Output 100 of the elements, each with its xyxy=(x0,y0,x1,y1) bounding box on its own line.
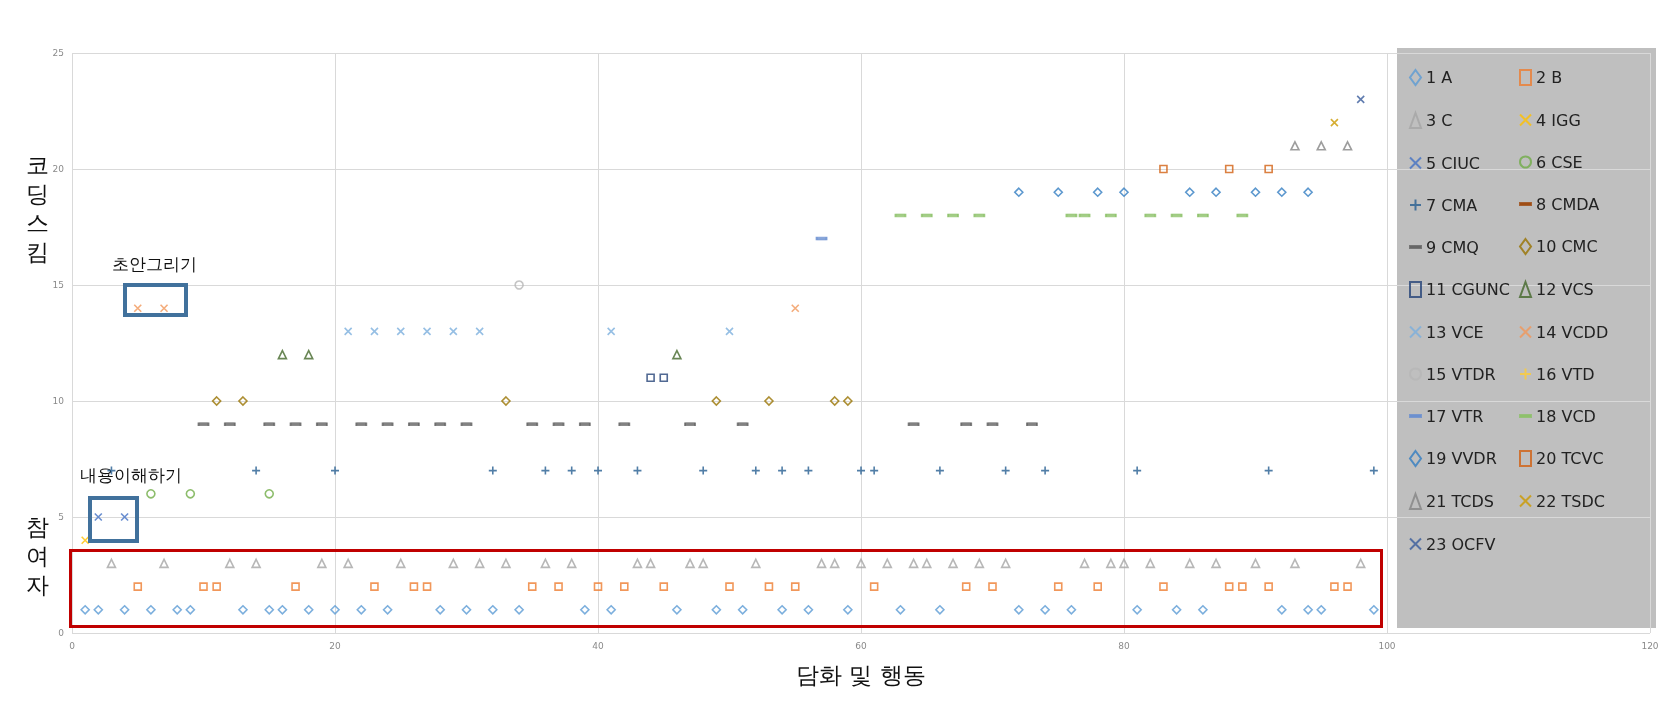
point xyxy=(1119,187,1129,197)
point xyxy=(172,605,182,615)
point xyxy=(1053,582,1063,591)
legend-label: 4 IGG xyxy=(1536,110,1581,130)
point xyxy=(1184,187,1195,197)
point xyxy=(1224,582,1234,591)
point xyxy=(370,327,379,336)
point xyxy=(869,582,879,591)
legend-label: 19 VVDR xyxy=(1426,449,1497,468)
point xyxy=(540,558,551,569)
legend-label: 9 CMQ xyxy=(1426,237,1479,257)
point xyxy=(632,558,643,569)
point xyxy=(908,558,919,569)
point xyxy=(606,605,616,615)
point xyxy=(370,582,379,591)
point xyxy=(1106,558,1116,569)
point xyxy=(448,558,459,569)
point xyxy=(343,558,353,569)
point xyxy=(698,558,708,569)
legend-label: 15 VTDR xyxy=(1426,364,1496,384)
y-tick-label: 15 xyxy=(52,280,64,290)
point xyxy=(1079,558,1090,569)
point xyxy=(264,605,275,615)
legend-label: 5 CIUC xyxy=(1426,153,1481,173)
point xyxy=(303,349,314,360)
point xyxy=(843,396,853,406)
point xyxy=(974,558,985,569)
point xyxy=(159,303,169,313)
point xyxy=(119,605,130,615)
point xyxy=(1014,187,1024,197)
y-tick-label: 10 xyxy=(52,396,65,406)
point xyxy=(501,396,511,406)
point xyxy=(620,582,629,591)
legend-label: 18 VCD xyxy=(1536,406,1596,426)
point xyxy=(1093,582,1102,591)
point xyxy=(422,327,432,336)
point xyxy=(593,582,603,591)
point xyxy=(803,605,814,615)
legend-label: 21 TCDS xyxy=(1426,492,1494,511)
point xyxy=(1171,605,1182,615)
point xyxy=(1159,164,1168,174)
point xyxy=(461,605,472,615)
point xyxy=(1303,605,1313,615)
point xyxy=(1092,187,1103,197)
point xyxy=(409,582,419,591)
point xyxy=(751,558,761,569)
point xyxy=(277,349,288,360)
point xyxy=(1330,118,1339,127)
point xyxy=(711,605,722,615)
point xyxy=(146,489,156,499)
legend-label: 3 C xyxy=(1426,111,1453,130)
point xyxy=(1000,558,1011,569)
point xyxy=(816,558,827,569)
y-tick-label: 20 xyxy=(52,164,65,174)
point xyxy=(277,605,288,615)
point xyxy=(1224,164,1234,174)
legend-label: 2 B xyxy=(1536,68,1563,87)
legend-label: 11 CGUNC xyxy=(1426,280,1510,299)
point xyxy=(1330,582,1339,591)
point xyxy=(1053,187,1064,197)
point xyxy=(1290,558,1300,569)
point xyxy=(238,396,248,406)
point xyxy=(343,327,353,336)
point xyxy=(659,582,669,591)
point xyxy=(1316,605,1327,615)
point xyxy=(514,605,524,615)
point xyxy=(212,582,221,591)
point xyxy=(1316,141,1327,151)
point xyxy=(1343,582,1352,591)
legend-label: 20 TCVC xyxy=(1536,449,1604,468)
point xyxy=(1250,558,1261,569)
point xyxy=(120,512,129,522)
x-axis-title: 담화 및 행동 xyxy=(796,661,926,688)
y-tick-label: 5 xyxy=(58,512,64,522)
x-tick-label: 40 xyxy=(592,640,604,651)
point xyxy=(1184,558,1195,569)
point xyxy=(1264,582,1273,591)
point xyxy=(303,605,314,615)
point xyxy=(1356,95,1365,104)
point xyxy=(1264,164,1273,174)
point xyxy=(1040,605,1050,615)
point xyxy=(1369,605,1379,615)
y-tick-label: 25 xyxy=(52,48,64,58)
point xyxy=(422,582,432,591)
legend-label: 22 TSDC xyxy=(1536,491,1605,511)
point xyxy=(659,373,669,383)
point xyxy=(1342,141,1353,151)
point xyxy=(211,396,222,406)
point xyxy=(395,558,406,569)
point xyxy=(106,558,117,569)
point xyxy=(790,582,800,591)
point xyxy=(1066,605,1077,615)
y-axis-title: 코딩스킴 xyxy=(26,151,49,265)
point xyxy=(514,280,524,290)
point xyxy=(935,605,945,615)
point xyxy=(672,605,682,615)
point xyxy=(133,303,143,313)
point xyxy=(790,303,800,313)
point xyxy=(291,582,300,591)
legend-label: 1 A xyxy=(1426,68,1453,87)
